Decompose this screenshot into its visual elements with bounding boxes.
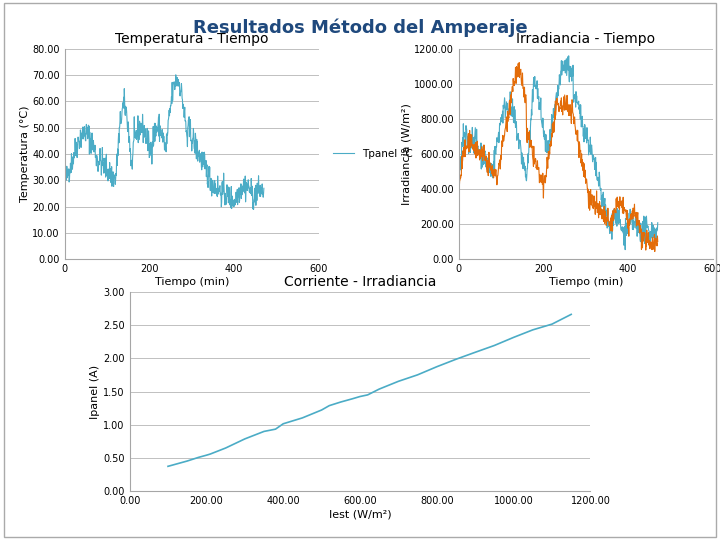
Title: Temperatura - Tiempo: Temperatura - Tiempo [115, 32, 269, 46]
Ig (W/m²) [588, 146, 596, 153]
Title: Corriente - Irradiancia: Corriente - Irradiancia [284, 275, 436, 289]
Iest (W/m²) [588, 192, 596, 198]
X-axis label: Tiempo (min): Tiempo (min) [155, 277, 229, 287]
Line: Ig (W/m²): Ig (W/m²) [459, 56, 658, 249]
Y-axis label: Ipanel (A): Ipanel (A) [90, 364, 100, 418]
Title: Irradiancia - Tiempo: Irradiancia - Tiempo [516, 32, 655, 46]
Iest (W/m²) [454, 188, 463, 195]
Iest (W/m²) [505, 103, 514, 109]
Iest (W/m²) [650, 248, 659, 255]
Ig (W/m²) [544, 150, 553, 157]
Iest (W/m²) [605, 219, 613, 225]
Text: Resultados Método del Amperaje: Resultados Método del Amperaje [193, 19, 527, 37]
Ig (W/m²) [564, 52, 573, 59]
Ig (W/m²) [505, 110, 514, 117]
X-axis label: Iest (W/m²): Iest (W/m²) [329, 509, 391, 519]
Ig (W/m²) [572, 99, 580, 105]
Iest (W/m²) [654, 238, 662, 245]
Ig (W/m²) [454, 181, 463, 187]
Ig (W/m²) [654, 219, 662, 226]
Y-axis label: Temperatura (°C): Temperatura (°C) [19, 106, 30, 202]
Iest (W/m²) [545, 151, 554, 158]
Iest (W/m²) [490, 170, 498, 177]
Ig (W/m²) [490, 168, 498, 174]
Ig (W/m²) [605, 219, 613, 226]
Iest (W/m²) [572, 130, 580, 136]
Y-axis label: Irradiancia (W/m²): Irradiancia (W/m²) [401, 103, 411, 205]
Legend: Tpanel ºC: Tpanel ºC [329, 145, 418, 163]
Ig (W/m²) [621, 246, 629, 253]
Line: Iest (W/m²): Iest (W/m²) [459, 63, 658, 252]
X-axis label: Tiempo (min): Tiempo (min) [549, 277, 623, 287]
Iest (W/m²) [515, 59, 523, 66]
